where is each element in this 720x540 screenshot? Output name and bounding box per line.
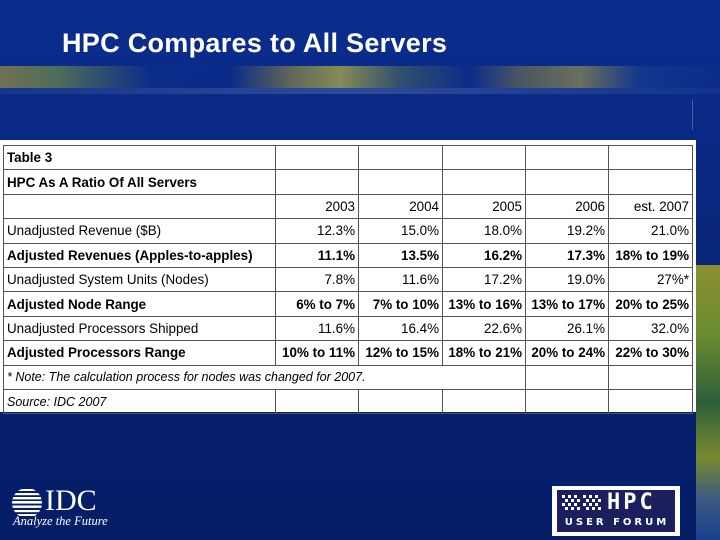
- decorative-right-edge: [696, 265, 720, 540]
- table-note-row: * Note: The calculation process for node…: [3, 364, 693, 390]
- hpc-user-forum-logo: HPC USER FORUM: [552, 486, 680, 536]
- data-table: Table 3 HPC As A Ratio Of All Servers 20…: [3, 144, 693, 415]
- table-cell: 7.8%: [275, 266, 359, 293]
- idc-tagline: Analyze the Future: [13, 514, 108, 528]
- table-cell: 17.3%: [525, 242, 609, 268]
- column-header: 2006: [525, 193, 609, 220]
- table-cell: 20% to 24%: [525, 340, 609, 366]
- table-row: Adjusted Node Range 6% to 7% 7% to 10% 1…: [3, 291, 693, 317]
- table-cell: 6% to 7%: [275, 291, 359, 317]
- table-cell: 22% to 30%: [608, 340, 693, 366]
- table-cell: 15.0%: [358, 218, 443, 244]
- table-row: Unadjusted Processors Shipped 11.6% 16.4…: [3, 315, 693, 342]
- column-header: 2003: [275, 193, 359, 220]
- table-cell: 27%*: [608, 266, 693, 293]
- row-label: Adjusted Processors Range: [3, 340, 276, 366]
- table-cell: 10% to 11%: [275, 340, 359, 366]
- table-row: Unadjusted System Units (Nodes) 7.8% 11.…: [3, 266, 693, 293]
- table-cell: 11.6%: [275, 315, 359, 342]
- hpc-logo-text: HPC: [607, 490, 656, 515]
- table-cell: 19.2%: [525, 218, 609, 244]
- table-cell: 7% to 10%: [358, 291, 443, 317]
- decorative-divider: [692, 100, 693, 130]
- decorative-stripe-highlight: [0, 88, 720, 94]
- table-cell: 16.2%: [442, 242, 526, 268]
- idc-logo-text: IDC: [45, 484, 97, 517]
- hpc-pattern-icon: [562, 495, 601, 510]
- decorative-stripe-band: [0, 66, 720, 88]
- table-cell: 17.2%: [442, 266, 526, 293]
- table-cell: 26.1%: [525, 315, 609, 342]
- row-label: Unadjusted System Units (Nodes): [3, 266, 276, 293]
- row-label: Unadjusted Revenue ($B): [3, 218, 276, 244]
- row-label: Unadjusted Processors Shipped: [3, 315, 276, 342]
- table-cell: 32.0%: [608, 315, 693, 342]
- table-caption-1: Table 3: [3, 144, 276, 171]
- table-cell: 11.6%: [358, 266, 443, 293]
- idc-logo: IDC Analyze the Future: [11, 484, 121, 530]
- table-cell: 12.3%: [275, 218, 359, 244]
- hpc-logo-subtitle: USER FORUM: [564, 517, 670, 528]
- table-row: Adjusted Revenues (Apples-to-apples) 11.…: [3, 242, 693, 268]
- table-caption-row: HPC As A Ratio Of All Servers: [3, 169, 693, 195]
- row-label: Adjusted Node Range: [3, 291, 276, 317]
- table-cell: 18% to 19%: [608, 242, 693, 268]
- table-cell: 18% to 21%: [442, 340, 526, 366]
- table-caption-row: Table 3: [3, 144, 693, 171]
- table-source: Source: IDC 2007: [3, 388, 276, 415]
- table-caption-2: HPC As A Ratio Of All Servers: [3, 169, 276, 195]
- globe-icon: [12, 489, 42, 516]
- table-cell: 20% to 25%: [608, 291, 693, 317]
- table-cell: 22.6%: [442, 315, 526, 342]
- table-header-row: 2003 2004 2005 2006 est. 2007: [3, 193, 693, 220]
- table-cell: 13.5%: [358, 242, 443, 268]
- table-cell: 19.0%: [525, 266, 609, 293]
- table-cell: 18.0%: [442, 218, 526, 244]
- table-source-row: Source: IDC 2007: [3, 388, 693, 415]
- table-cell: 13% to 16%: [442, 291, 526, 317]
- table-cell: 16.4%: [358, 315, 443, 342]
- table-cell: 21.0%: [608, 218, 693, 244]
- table-note: * Note: The calculation process for node…: [3, 364, 526, 390]
- table-cell: 12% to 15%: [358, 340, 443, 366]
- table-cell: 13% to 17%: [525, 291, 609, 317]
- column-header: 2004: [358, 193, 443, 220]
- column-header: 2005: [442, 193, 526, 220]
- slide-title: HPC Compares to All Servers: [62, 28, 448, 58]
- column-header: est. 2007: [608, 193, 693, 220]
- row-label: Adjusted Revenues (Apples-to-apples): [3, 242, 276, 268]
- table-row: Unadjusted Revenue ($B) 12.3% 15.0% 18.0…: [3, 218, 693, 244]
- table-panel: Table 3 HPC As A Ratio Of All Servers 20…: [0, 140, 696, 415]
- table-cell: 11.1%: [275, 242, 359, 268]
- table-row: Adjusted Processors Range 10% to 11% 12%…: [3, 340, 693, 366]
